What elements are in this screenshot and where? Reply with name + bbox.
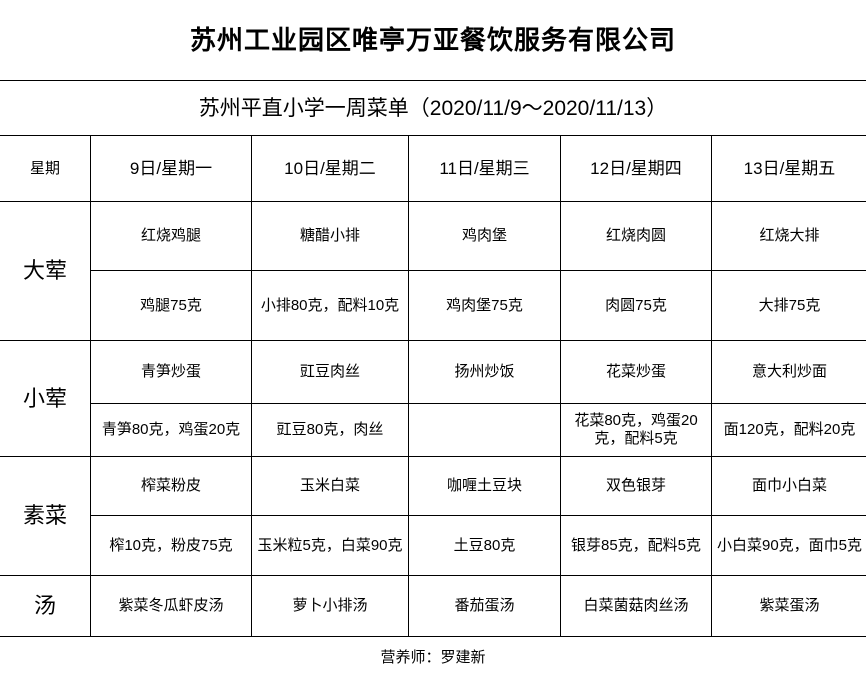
dish-cell: 萝卜小排汤 xyxy=(251,575,409,637)
dish-cell: 玉米白菜 xyxy=(251,456,409,516)
header-cell: 星期 xyxy=(0,135,91,202)
header-cell: 10日/星期二 xyxy=(251,135,409,202)
dish-cell: 面巾小白菜 xyxy=(711,456,866,516)
header-cell: 9日/星期一 xyxy=(90,135,252,202)
menu-subtitle: 苏州平直小学一周菜单（2020/11/9～2020/11/13） xyxy=(0,80,866,136)
header-cell: 11日/星期三 xyxy=(408,135,561,202)
dish-cell: 紫菜冬瓜虾皮汤 xyxy=(90,575,252,637)
dish-cell: 糖醋小排 xyxy=(251,201,409,271)
dish-cell: 红烧大排 xyxy=(711,201,866,271)
dish-cell: 花菜炒蛋 xyxy=(560,340,712,404)
portion-cell: 肉圆75克 xyxy=(560,270,712,341)
dish-cell: 扬州炒饭 xyxy=(408,340,561,404)
dish-cell: 意大利炒面 xyxy=(711,340,866,404)
dish-row: 汤紫菜冬瓜虾皮汤 萝卜小排汤 番茄蛋汤 白菜菌菇肉丝汤 紫菜蛋汤 xyxy=(0,575,866,637)
portion-cell: 土豆80克 xyxy=(408,515,561,576)
category-cell: 小荤 xyxy=(0,340,91,457)
portion-cell: 鸡肉堡75克 xyxy=(408,270,561,341)
dish-cell: 红烧肉圆 xyxy=(560,201,712,271)
dish-row: 小荤 青笋炒蛋 豇豆肉丝 扬州炒饭 花菜炒蛋 意大利炒面 xyxy=(0,340,866,457)
portion-cell: 豇豆80克，肉丝 xyxy=(251,403,409,457)
dish-cell: 红烧鸡腿 xyxy=(90,201,252,271)
header-cell: 13日/星期五 xyxy=(711,135,866,202)
dish-cell: 青笋炒蛋 xyxy=(90,340,252,404)
portion-cell: 玉米粒5克，白菜90克 xyxy=(251,515,409,576)
portion-cell: 小白菜90克，面巾5克 xyxy=(711,515,866,576)
portion-cell: 面120克，配料20克 xyxy=(711,403,866,457)
portion-row: 青笋80克，鸡蛋20克 豇豆80克，肉丝 花菜80克，鸡蛋20克，配料5克 面120克… xyxy=(0,403,866,457)
dish-cell: 咖喱土豆块 xyxy=(408,456,561,516)
category-cell: 汤 xyxy=(0,575,91,637)
header-cell: 12日/星期四 xyxy=(560,135,712,202)
dish-cell: 豇豆肉丝 xyxy=(251,340,409,404)
portion-row: 榨10克，粉皮75克 玉米粒5克，白菜90克 土豆80克 银芽85克，配料5克 小白菜9… xyxy=(0,515,866,576)
dish-cell: 双色银芽 xyxy=(560,456,712,516)
category-cell: 大荤 xyxy=(0,201,91,341)
portion-row: 鸡腿75克 小排80克，配料10克 鸡肉堡75克 肉圆75克 大排75克 xyxy=(0,270,866,341)
portion-cell: 鸡腿75克 xyxy=(90,270,252,341)
portion-cell: 大排75克 xyxy=(711,270,866,341)
portion-cell xyxy=(408,403,561,457)
dish-cell: 紫菜蛋汤 xyxy=(711,575,866,637)
header-row: 星期 9日/星期一 10日/星期二 11日/星期三 12日/星期四 13日/星期… xyxy=(0,135,866,202)
dish-row: 大荤 红烧鸡腿 糖醋小排 鸡肉堡 红烧肉圆 红烧大排 xyxy=(0,201,866,341)
company-title: 苏州工业园区唯亭万亚餐饮服务有限公司 xyxy=(189,25,676,55)
portion-cell: 榨10克，粉皮75克 xyxy=(90,515,252,576)
nutritionist: 营养师：罗建新 xyxy=(380,649,486,666)
portion-cell: 花菜80克，鸡蛋20克，配料5克 xyxy=(560,403,712,457)
portion-cell: 小排80克，配料10克 xyxy=(251,270,409,341)
dish-cell: 榨菜粉皮 xyxy=(90,456,252,516)
dish-row: 素菜 榨菜粉皮 玉米白菜 咖喱土豆块 双色银芽 面巾小白菜 xyxy=(0,456,866,576)
dish-cell: 鸡肉堡 xyxy=(408,201,561,271)
portion-cell: 青笋80克，鸡蛋20克 xyxy=(90,403,252,457)
portion-cell: 银芽85克，配料5克 xyxy=(560,515,712,576)
category-cell: 素菜 xyxy=(0,456,91,576)
dish-cell: 番茄蛋汤 xyxy=(408,575,561,637)
dish-cell: 白菜菌菇肉丝汤 xyxy=(560,575,712,637)
menu-table: 星期 9日/星期一 10日/星期二 11日/星期三 12日/星期四 13日/星期… xyxy=(0,135,866,637)
